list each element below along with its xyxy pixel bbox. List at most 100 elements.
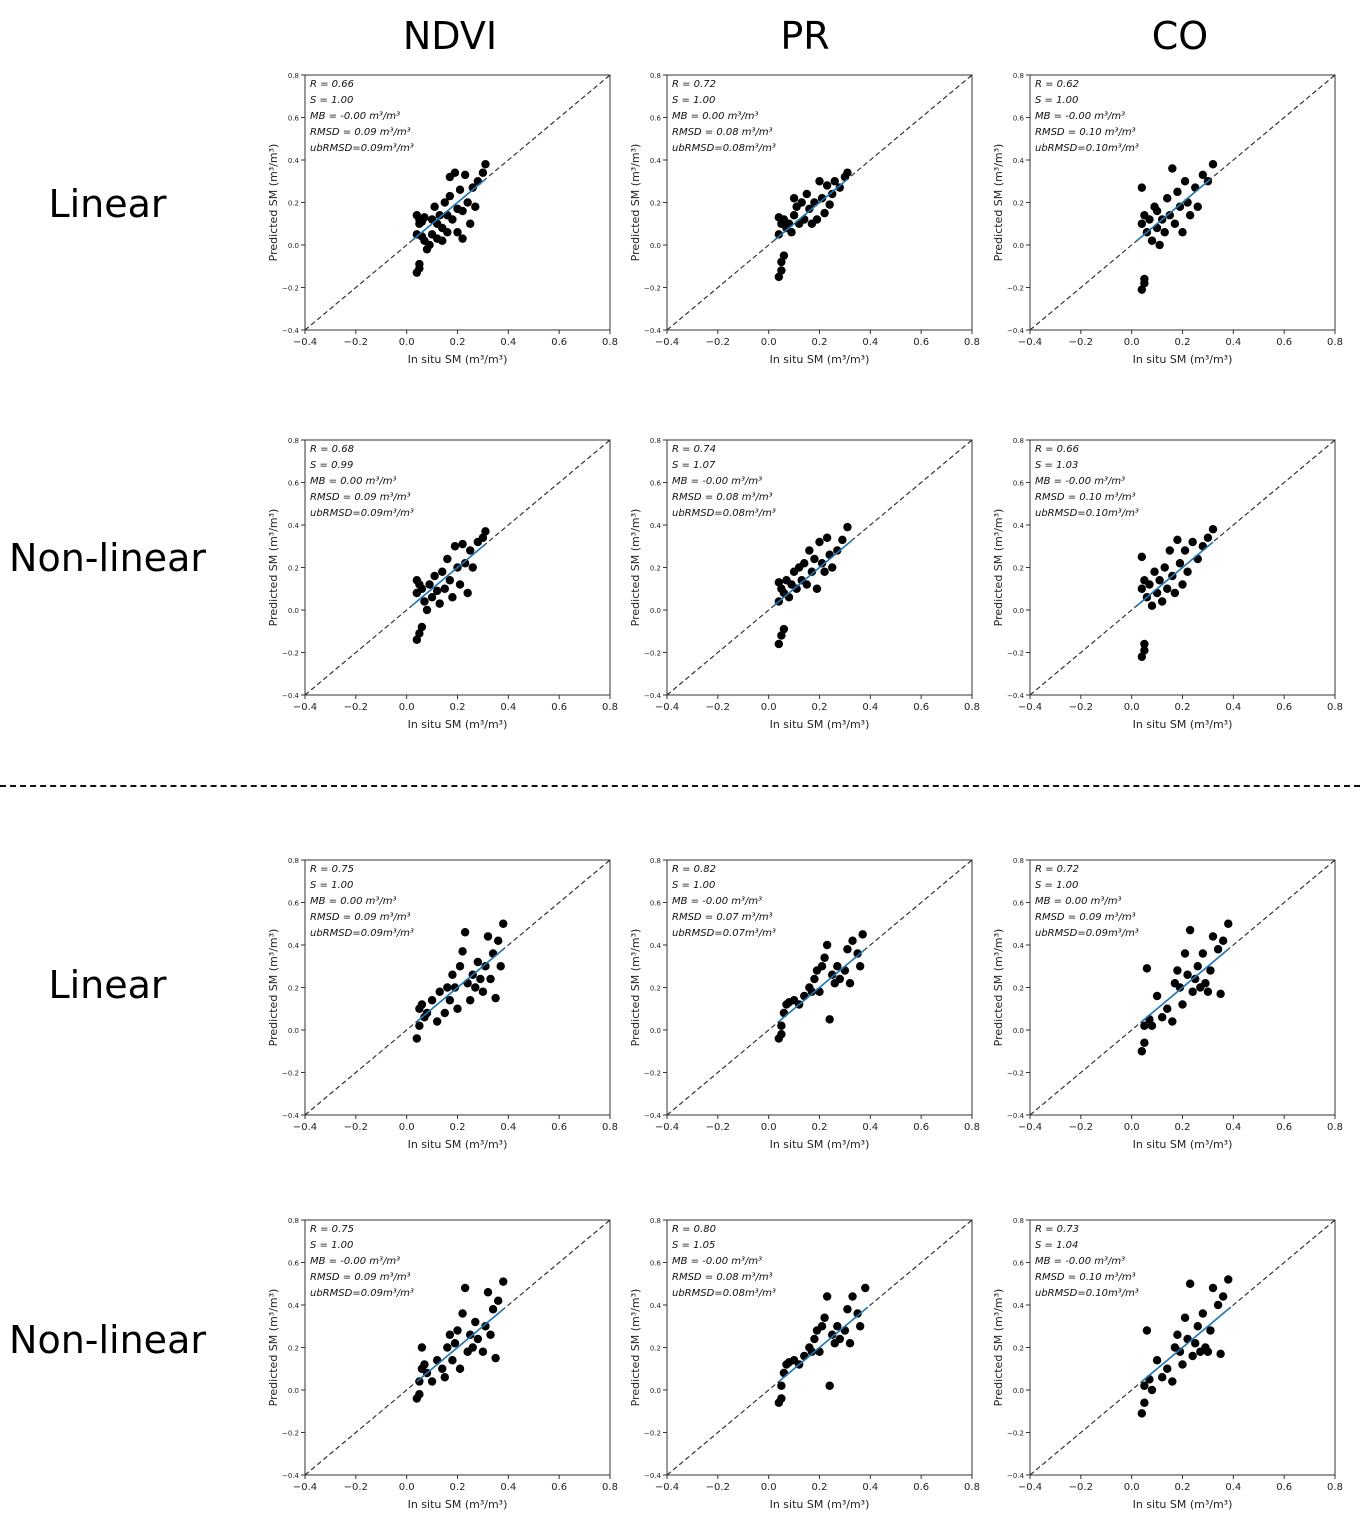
y-tick-label: 0.2 [1013,1345,1024,1353]
panel-bottom-linear-co: −0.4 −0.2 0.0 0.2 0.4 0.6 0.8 −0.4 −0.2 0.0 0.2 0.4… [992,857,1343,1151]
x-tick-label: 0.0 [1124,1122,1140,1133]
y-axis-label: Predicted SM (m³/m³) [629,144,642,262]
panel-top-linear-co: −0.4 −0.2 0.0 0.2 0.4 0.6 0.8 −0.4 −0.2 0.0 0.2 0.4… [992,72,1343,366]
data-point [460,928,470,937]
data-point [858,930,867,939]
data-point [468,1343,477,1352]
column-header-co: CO [1151,14,1209,58]
data-point [420,597,429,606]
data-point [1180,949,1190,958]
data-point [1163,194,1172,203]
row-label-nonlinear-top: Non-linear [9,536,206,580]
x-tick-label: −0.2 [344,1122,368,1133]
y-tick-label: −0.2 [644,285,661,293]
y-tick-label: 0.8 [288,72,299,80]
data-point [1137,652,1147,661]
data-point [466,1330,475,1339]
x-tick-label: 0.6 [1276,1482,1292,1493]
data-point [1157,1373,1167,1382]
data-point [478,987,488,996]
data-point [802,189,811,199]
y-tick-label: 0.4 [650,157,662,165]
y-tick-label: 0.0 [1013,1027,1024,1035]
y-tick-label: 0.8 [288,437,299,445]
x-tick-label: −0.4 [655,1482,679,1493]
stats-text: MB = -0.00 m³/m³ [310,111,400,122]
data-point [460,170,470,180]
stats-text: S = 1.00 [672,880,715,891]
x-tick-label: −0.2 [706,337,730,348]
x-tick-label: 0.6 [1276,1122,1292,1133]
data-point [777,266,786,275]
x-axis-label: In situ SM (m³/m³) [408,1498,508,1511]
data-point [458,1309,467,1318]
data-point [833,546,842,555]
data-point [450,1339,460,1348]
x-axis-label: In situ SM (m³/m³) [408,353,508,366]
x-tick-label: 0.8 [602,1482,618,1493]
data-point [1198,949,1208,958]
data-point [774,230,784,239]
x-tick-label: 0.0 [1124,337,1140,348]
data-point [1170,588,1180,598]
data-point [445,191,455,201]
y-tick-label: −0.2 [644,1430,661,1438]
x-tick-label: 0.4 [862,1482,878,1493]
y-axis-label: Predicted SM (m³/m³) [629,1289,642,1407]
fit-line [778,1306,869,1383]
y-tick-label: 0.2 [650,200,661,208]
panel-bottom-linear-ndvi: −0.4 −0.2 0.0 0.2 0.4 0.6 0.8 −0.4 −0.2 0.0 0.2 0.4… [267,857,618,1151]
data-point [822,181,832,190]
y-tick-label: 0.0 [650,607,661,615]
y-tick-label: 0.8 [1013,437,1024,445]
data-point [1168,164,1177,173]
data-point [1203,987,1213,996]
panel-top-non-linear-co: −0.4 −0.2 0.0 0.2 0.4 0.6 0.8 −0.4 −0.2 0.0 0.2 0.4… [992,437,1343,731]
data-point [1175,983,1185,992]
y-tick-label: 0.0 [650,242,661,250]
y-tick-label: 0.4 [288,942,300,950]
y-tick-label: 0.6 [288,900,300,908]
data-point [1188,987,1197,996]
y-tick-label: 0.4 [1013,942,1025,950]
data-point [1137,285,1147,294]
stats-text: R = 0.80 [672,1224,716,1235]
data-point [425,580,434,589]
data-point [820,1313,829,1322]
y-tick-label: 0.6 [650,115,662,123]
data-point [855,1322,865,1331]
data-point [471,202,480,211]
x-tick-label: 0.4 [500,337,516,348]
y-axis-label: Predicted SM (m³/m³) [629,509,642,627]
data-point [1183,970,1192,979]
data-point [1175,559,1185,568]
stats-text: ubRMSD=0.09m³/m³ [1035,928,1139,939]
x-tick-label: 0.4 [862,337,878,348]
stats-text: S = 1.00 [1035,880,1078,891]
data-point [835,974,845,984]
data-point [777,1030,786,1039]
y-tick-label: 0.2 [288,565,299,573]
data-point [1152,223,1162,233]
data-point [435,987,444,996]
data-point [440,584,449,593]
data-point [1140,639,1149,649]
x-tick-label: −0.2 [1069,1122,1093,1133]
data-point [1208,1283,1218,1293]
y-tick-label: −0.2 [1007,650,1024,658]
data-point [861,1283,870,1293]
y-axis-label: Predicted SM (m³/m³) [629,929,642,1047]
data-point [810,1334,819,1344]
x-tick-label: 0.0 [399,702,415,713]
data-point [1168,1377,1177,1386]
data-point [1175,202,1185,211]
stats-text: R = 0.74 [672,444,716,455]
one-to-one-line [304,74,611,331]
data-point [843,1305,852,1314]
stats-text: S = 1.00 [672,95,715,106]
data-point [486,1330,495,1339]
stats-text: ubRMSD=0.08m³/m³ [672,1288,776,1299]
stats-text: ubRMSD=0.09m³/m³ [310,1288,414,1299]
y-tick-label: 0.4 [1013,522,1025,530]
